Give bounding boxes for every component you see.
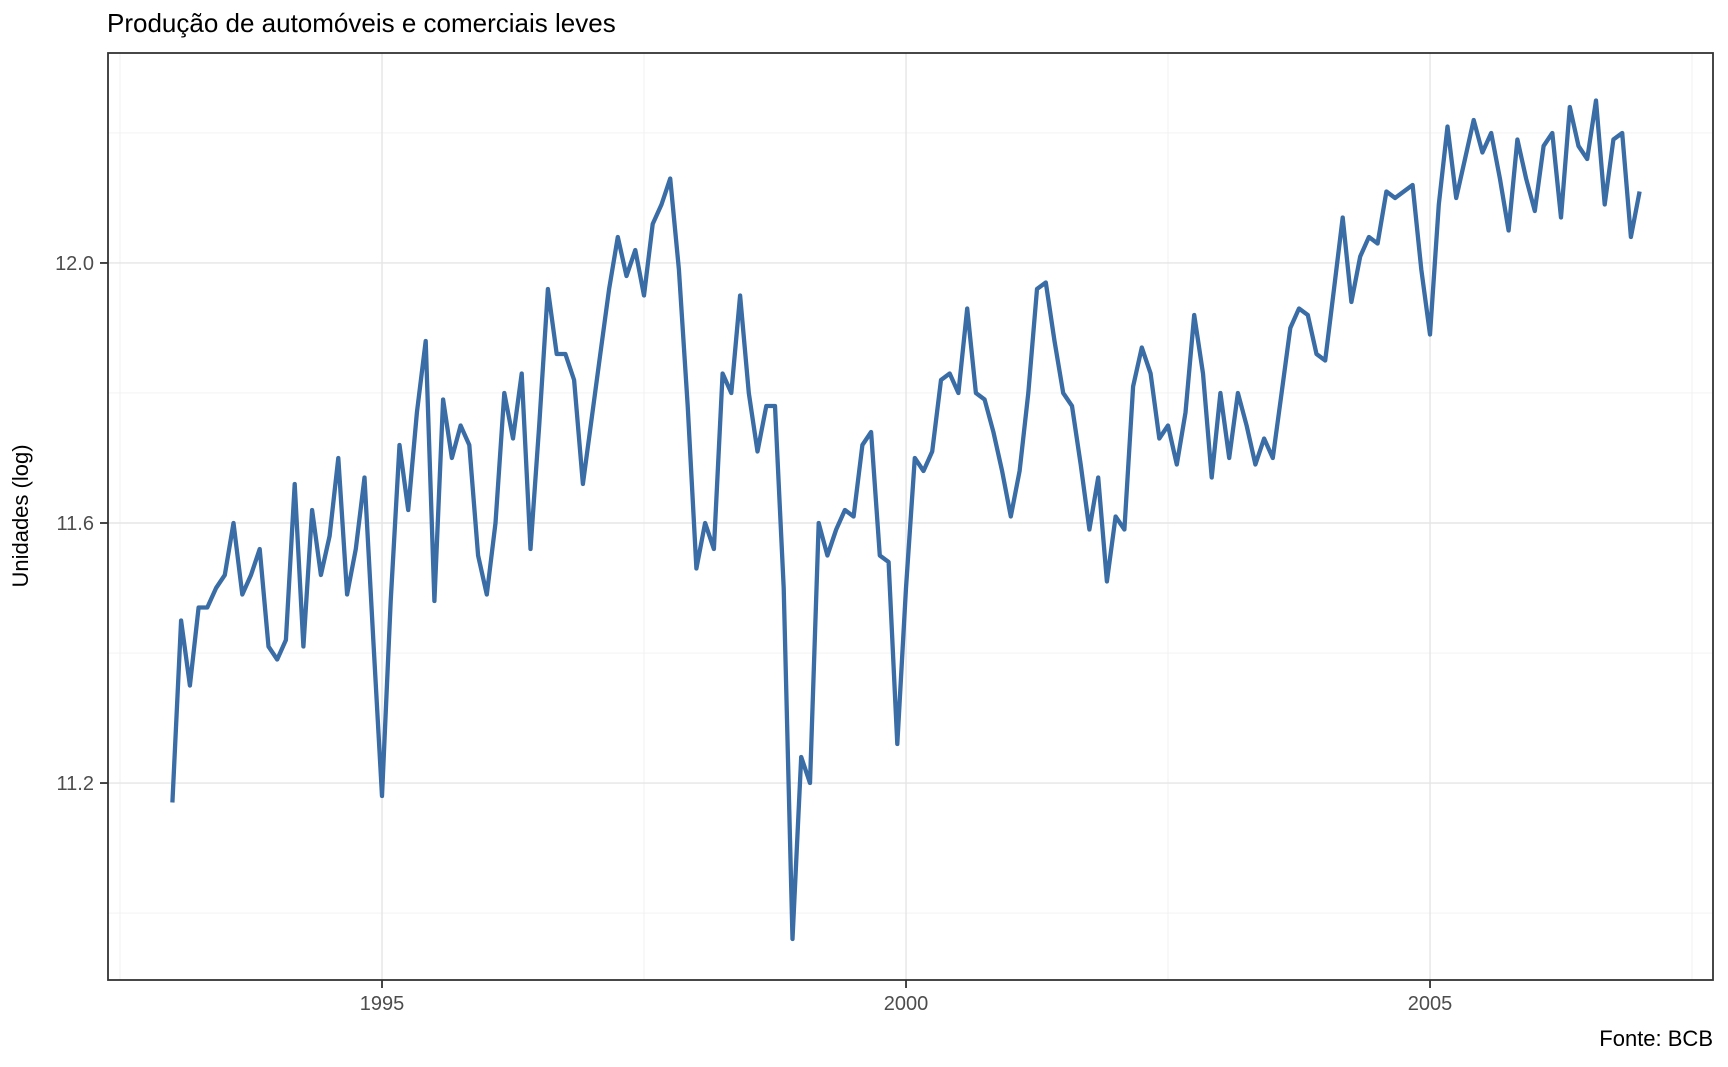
x-axis-labels: 1995 2000 2005 [360, 993, 1453, 1015]
plot-panel [107, 52, 1714, 981]
x-tick-label: 2000 [884, 993, 929, 1015]
production-series-line [170, 98, 1642, 942]
x-tick-label: 2005 [1408, 993, 1453, 1015]
chart-title: Produção de automóveis e comerciais leve… [107, 8, 616, 38]
y-axis-title: Unidades (log) [8, 444, 33, 587]
y-axis-labels: 11.2 11.6 12.0 [55, 253, 94, 795]
source-caption: Fonte: BCB [1599, 1026, 1713, 1051]
y-tick-label: 11.6 [57, 513, 94, 535]
major-gridlines [108, 53, 1713, 980]
y-tick-label: 11.2 [57, 773, 94, 795]
panel-border [107, 52, 1714, 981]
axis-ticks [100, 262, 1431, 988]
x-tick-label: 1995 [360, 993, 405, 1015]
y-tick-label: 12.0 [55, 253, 94, 275]
